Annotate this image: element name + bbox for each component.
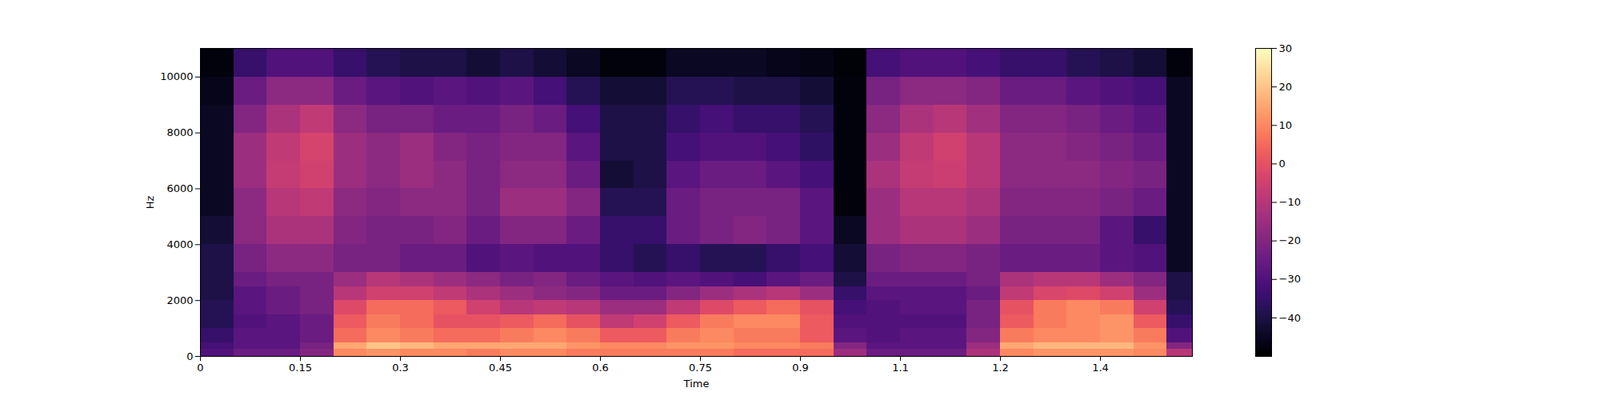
svg-text:0.45: 0.45	[488, 361, 512, 374]
svg-text:6000: 6000	[166, 182, 193, 195]
svg-text:1.4: 1.4	[1092, 361, 1109, 374]
svg-text:−20: −20	[1279, 234, 1301, 247]
svg-text:−10: −10	[1279, 196, 1301, 208]
svg-text:1.2: 1.2	[992, 361, 1009, 374]
svg-text:0.9: 0.9	[792, 361, 809, 374]
svg-text:−40: −40	[1279, 312, 1301, 324]
svg-text:4000: 4000	[166, 238, 193, 251]
svg-text:0.6: 0.6	[592, 361, 609, 374]
svg-text:20: 20	[1279, 80, 1293, 93]
svg-text:0: 0	[196, 361, 204, 374]
svg-text:1.1: 1.1	[892, 361, 909, 374]
svg-text:−30: −30	[1279, 272, 1301, 285]
svg-text:0: 0	[186, 350, 193, 363]
svg-text:0: 0	[1279, 157, 1286, 170]
svg-text:0.3: 0.3	[392, 361, 409, 374]
svg-text:30: 30	[1279, 42, 1293, 55]
svg-text:8000: 8000	[166, 126, 193, 139]
svg-text:2000: 2000	[166, 294, 193, 307]
svg-text:10000: 10000	[160, 70, 193, 83]
svg-text:0.75: 0.75	[688, 361, 712, 374]
svg-text:Time: Time	[683, 377, 710, 390]
svg-text:Hz: Hz	[144, 196, 156, 210]
svg-text:10: 10	[1279, 119, 1293, 132]
svg-text:0.15: 0.15	[288, 361, 312, 374]
